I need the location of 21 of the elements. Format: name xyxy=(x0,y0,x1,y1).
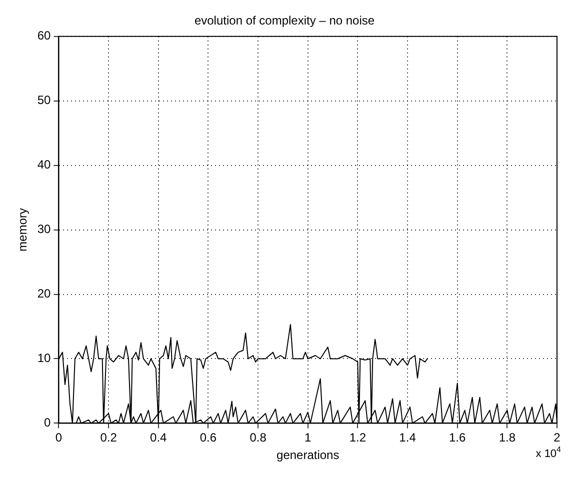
x-tick-label: 0.8 xyxy=(250,430,267,445)
y-tick-label: 20 xyxy=(37,286,52,301)
y-tick-label: 10 xyxy=(37,351,52,366)
x-tick-label: 0.4 xyxy=(150,430,168,445)
chart-title: evolution of complexity – no noise xyxy=(194,14,375,28)
x-tick-label: 1 xyxy=(304,430,312,445)
y-tick-label: 30 xyxy=(37,222,52,236)
y-tick-label: 0 xyxy=(44,416,52,430)
y-tick-label: 50 xyxy=(37,93,52,108)
y-tick-label: 60 xyxy=(37,28,52,43)
x-tick-label: 2 xyxy=(554,430,561,445)
x-tick-label: 1.8 xyxy=(498,430,516,445)
y-axis-title: memory xyxy=(16,208,30,252)
x-axis-title: generations xyxy=(276,448,340,462)
x-tick-label: 0.2 xyxy=(100,430,118,445)
x-tick-label: 1.2 xyxy=(349,430,366,445)
x-tick-label: 0.6 xyxy=(200,430,217,445)
x-tick-label: 1.4 xyxy=(399,430,416,445)
x-tick-label: 1.6 xyxy=(449,430,466,445)
x-tick-label: 0 xyxy=(55,430,62,445)
y-tick-label: 40 xyxy=(37,158,52,172)
